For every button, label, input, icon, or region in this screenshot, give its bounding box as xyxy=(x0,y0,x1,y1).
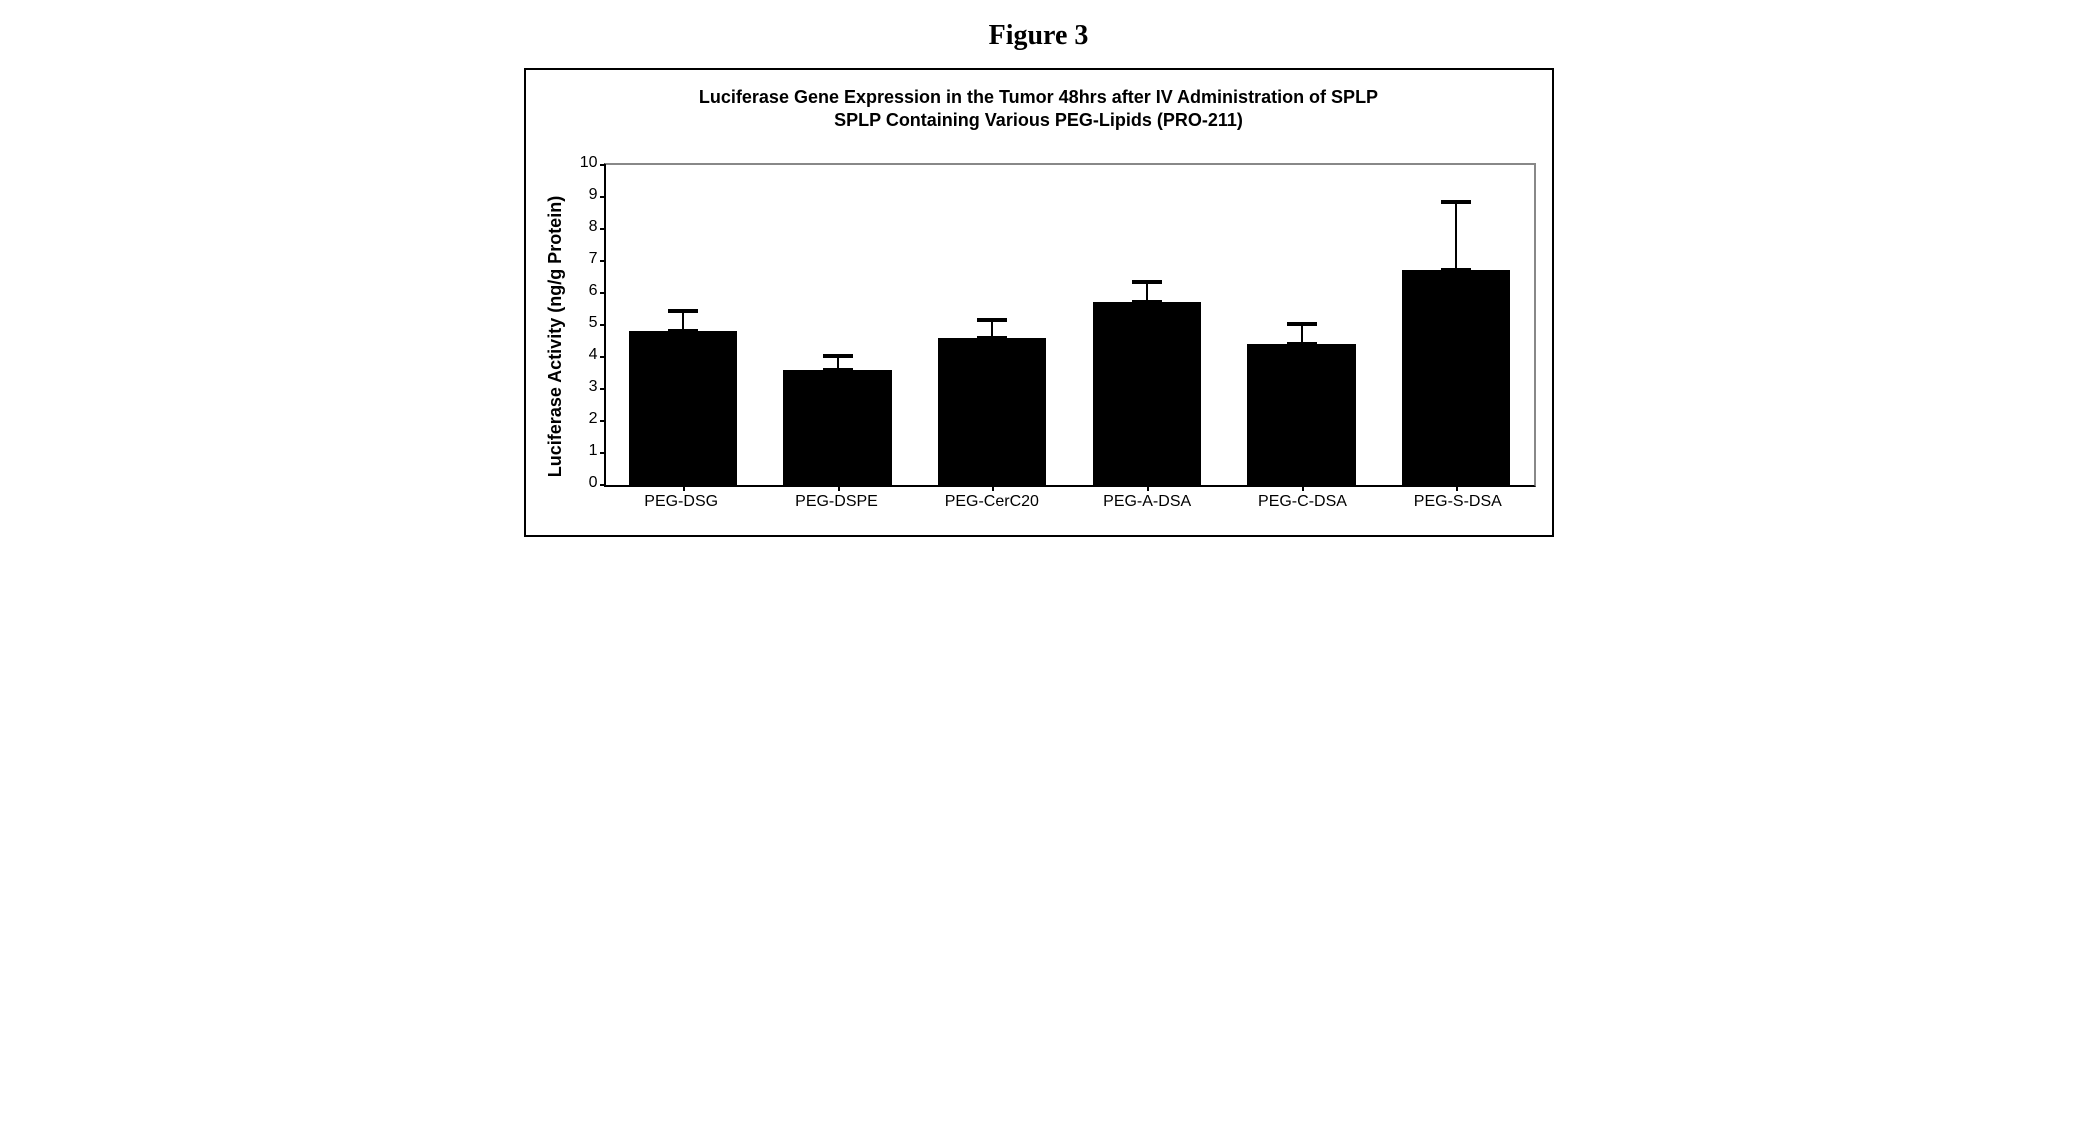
x-tick-label: PEG-DSG xyxy=(604,493,759,511)
plot-column: 109876543210 PEG-DSGPEG-DSPEPEG-CerC20PE… xyxy=(570,163,1536,511)
plot-area xyxy=(604,163,1536,487)
chart-title-line1: Luciferase Gene Expression in the Tumor … xyxy=(542,86,1536,109)
error-bar-cap xyxy=(823,354,853,358)
x-tick-mark xyxy=(1302,485,1304,491)
chart-title-line2: SPLP Containing Various PEG-Lipids (PRO-… xyxy=(542,109,1536,132)
bar-slot xyxy=(760,165,915,485)
bar xyxy=(1093,302,1201,484)
error-bar-cap xyxy=(823,368,853,372)
x-tick-mark xyxy=(1147,485,1149,491)
bar xyxy=(1247,344,1355,485)
x-tick-label: PEG-CerC20 xyxy=(914,493,1069,511)
chart-frame: Luciferase Gene Expression in the Tumor … xyxy=(524,68,1554,537)
plot-row: 109876543210 xyxy=(570,163,1536,487)
x-tick-label: PEG-S-DSA xyxy=(1380,493,1535,511)
bar xyxy=(1402,270,1510,484)
bars-container xyxy=(606,165,1534,485)
error-bar-cap xyxy=(1287,342,1317,346)
x-tick-mark xyxy=(683,485,685,491)
x-tick-marks xyxy=(606,485,1534,491)
bar xyxy=(783,370,891,485)
x-tick-label: PEG-C-DSA xyxy=(1225,493,1380,511)
error-bar-cap xyxy=(1441,268,1471,272)
y-axis-label-wrap: Luciferase Activity (ng/g Protein) xyxy=(542,163,570,511)
bar-slot xyxy=(915,165,1070,485)
bar-slot xyxy=(1224,165,1379,485)
x-tick-mark xyxy=(838,485,840,491)
chart-body: Luciferase Activity (ng/g Protein) 10987… xyxy=(542,163,1536,511)
chart-title: Luciferase Gene Expression in the Tumor … xyxy=(542,86,1536,133)
x-tick-mark xyxy=(992,485,994,491)
y-axis-ticks: 109876543210 xyxy=(570,163,604,483)
error-bar-cap xyxy=(1132,280,1162,284)
bar-slot xyxy=(1070,165,1225,485)
plot-wrap xyxy=(604,163,1536,487)
error-bar-cap xyxy=(668,309,698,313)
figure-label: Figure 3 xyxy=(20,20,2057,52)
bar-slot xyxy=(606,165,761,485)
x-tick-mark xyxy=(1456,485,1458,491)
error-bar-cap xyxy=(1287,322,1317,326)
x-tick-label: PEG-DSPE xyxy=(759,493,914,511)
error-bar-cap xyxy=(977,336,1007,340)
error-bar-cap xyxy=(977,318,1007,322)
x-axis-labels: PEG-DSGPEG-DSPEPEG-CerC20PEG-A-DSAPEG-C-… xyxy=(604,493,1536,511)
bar-slot xyxy=(1379,165,1534,485)
error-bar-cap xyxy=(1132,300,1162,304)
error-bar-cap xyxy=(668,329,698,333)
bar xyxy=(938,338,1046,485)
error-bar-cap xyxy=(1441,200,1471,204)
bar xyxy=(629,331,737,485)
y-axis-label: Luciferase Activity (ng/g Protein) xyxy=(545,196,566,477)
x-tick-label: PEG-A-DSA xyxy=(1069,493,1224,511)
error-bar-stem xyxy=(1455,200,1457,270)
